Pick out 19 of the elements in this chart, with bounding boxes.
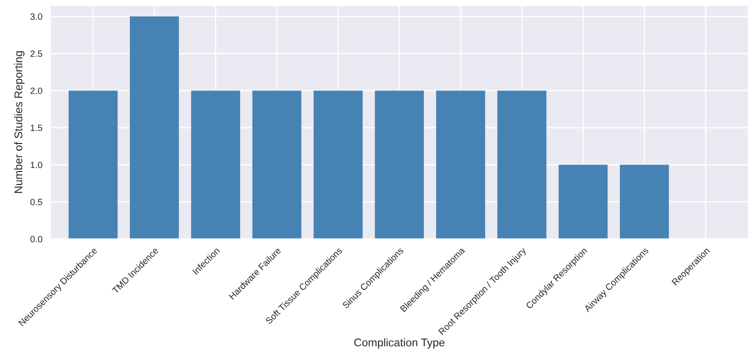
bar — [497, 90, 546, 239]
y-tick-label: 2.5 — [30, 50, 42, 57]
bar — [314, 90, 363, 239]
y-tick-label: 2.0 — [30, 88, 42, 94]
bar — [130, 16, 179, 239]
y-tick-label: 1.5 — [30, 124, 42, 132]
y-tick-label: 1.0 — [30, 162, 42, 168]
x-axis-title: Complication Type — [354, 338, 444, 349]
bar — [620, 164, 669, 239]
bar — [191, 90, 240, 239]
bar — [68, 90, 118, 239]
y-axis-title: Number of Studies Reporting — [14, 51, 25, 193]
bar — [252, 90, 302, 239]
bar — [374, 90, 424, 239]
y-tick-label: 3.0 — [30, 13, 42, 20]
bar — [436, 90, 486, 239]
bar — [558, 164, 608, 239]
y-tick-label: 0.0 — [30, 236, 42, 242]
y-tick-label: 0.5 — [30, 198, 42, 206]
